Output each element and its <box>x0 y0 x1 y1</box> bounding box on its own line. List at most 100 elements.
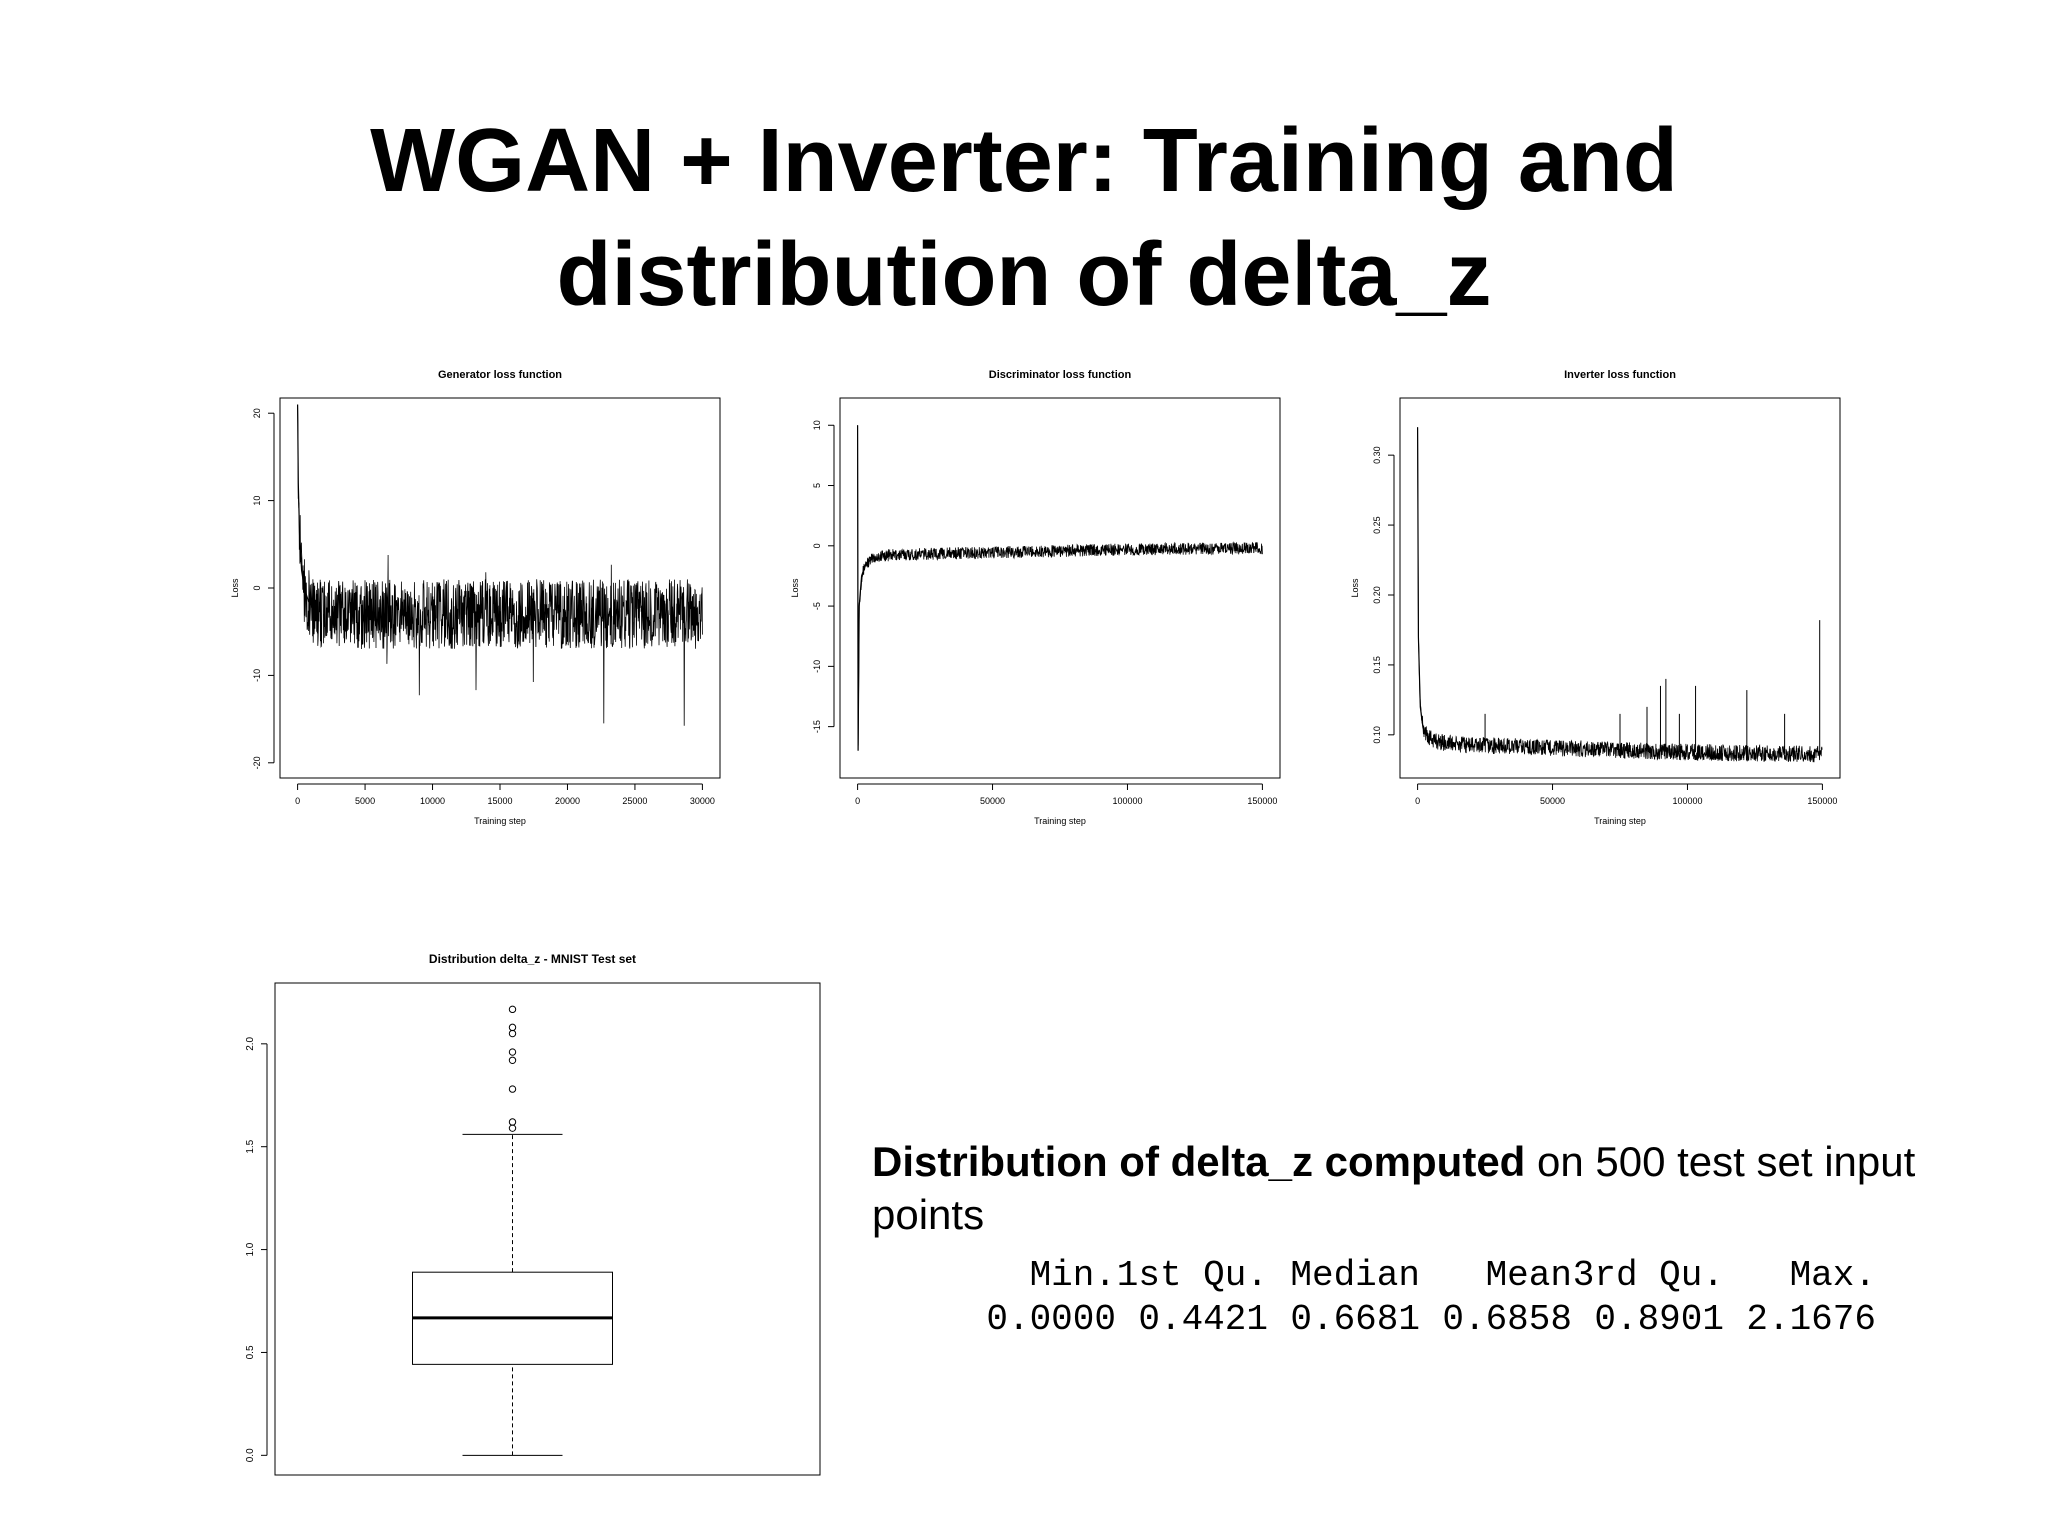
y-tick-label: 10 <box>812 420 822 430</box>
summary-header: Median <box>1290 1255 1420 1296</box>
y-tick-label: 0.25 <box>1372 516 1382 534</box>
series-line <box>297 404 703 726</box>
x-tick-label: 100000 <box>1112 796 1142 806</box>
y-tick-label: 5 <box>812 483 822 488</box>
y-tick-label: -10 <box>252 669 262 682</box>
boxplot <box>412 1005 613 1456</box>
chart-title: Distribution delta_z - MNIST Test set <box>429 952 636 966</box>
series-line <box>1417 427 1823 763</box>
outlier-point <box>508 1118 517 1126</box>
x-tick-label: 20000 <box>555 796 580 806</box>
plot-frame <box>274 982 821 1476</box>
series-line-head <box>857 425 875 751</box>
series-line-head <box>297 404 315 611</box>
y-tick-label: 2.0 <box>245 1036 256 1050</box>
chart-title: Inverter loss function <box>1564 369 1676 381</box>
x-tick-label: 0 <box>1415 796 1420 806</box>
x-tick-label: 150000 <box>1247 796 1277 806</box>
summary-value: 0.6858 <box>1442 1299 1572 1340</box>
outlier-point <box>508 1056 517 1064</box>
series-line-head <box>1417 427 1429 738</box>
summary-value: 0.8901 <box>1594 1299 1724 1340</box>
x-tick-label: 150000 <box>1807 796 1837 806</box>
summary-header: 3rd Qu. <box>1572 1255 1724 1296</box>
y-axis-label: Loss <box>230 578 240 598</box>
generator-loss-chart: Generator loss function 0 5000 10000 15000 20… <box>230 369 721 826</box>
summary-header-row: Min. 1st Qu. Median Mean 3rd Qu. Max. <box>964 1254 1876 1298</box>
x-tick-label: 25000 <box>622 796 647 806</box>
x-tick-label: 30000 <box>690 796 715 806</box>
outlier-point <box>508 1005 517 1014</box>
plot-frame <box>1399 397 1841 779</box>
outlier-point <box>508 1048 517 1056</box>
description-text: Distribution of delta_z computed on 500 … <box>872 1135 2012 1241</box>
outlier-point <box>508 1023 517 1032</box>
y-tick-label: -15 <box>812 720 822 733</box>
outlier-point <box>508 1124 517 1132</box>
y-axis: 0.10 0.15 0.20 0.25 0.30 <box>1372 446 1395 744</box>
slide-title-line-1: WGAN + Inverter: Training and <box>370 111 1678 211</box>
y-axis: 0.0 0.5 1.0 1.5 2.0 <box>245 1036 268 1462</box>
summary-value-row: 0.0000 0.4421 0.6681 0.6858 0.8901 2.167… <box>964 1298 1876 1342</box>
series <box>1417 427 1823 763</box>
y-tick-label: 0 <box>812 543 822 548</box>
x-tick-label: 50000 <box>980 796 1005 806</box>
y-tick-label: 0.15 <box>1372 656 1382 674</box>
y-axis: -20 -10 0 10 20 <box>252 408 275 769</box>
y-axis: -15 -10 -5 0 5 10 <box>812 420 835 733</box>
summary-header: Max. <box>1789 1255 1876 1296</box>
series <box>857 425 1263 751</box>
plot-frame <box>839 397 1281 779</box>
y-axis-label: Loss <box>1350 578 1360 598</box>
x-tick-label: 50000 <box>1540 796 1565 806</box>
series <box>297 404 703 726</box>
plot-frame <box>279 397 721 779</box>
summary-value: 0.6681 <box>1290 1299 1420 1340</box>
y-tick-label: -10 <box>812 660 822 673</box>
chart-title: Generator loss function <box>438 369 562 381</box>
summary-value: 2.1676 <box>1746 1299 1876 1340</box>
x-axis-label: Training step <box>1594 816 1646 826</box>
series-line <box>857 425 1263 746</box>
x-tick-label: 0 <box>295 796 300 806</box>
inverter-loss-chart: Inverter loss function 0 50000 100000 150000… <box>1350 369 1841 826</box>
y-tick-label: 0.20 <box>1372 586 1382 604</box>
summary-header: 1st Qu. <box>1116 1255 1268 1296</box>
y-tick-label: 1.5 <box>245 1139 256 1153</box>
summary-header: Mean <box>1485 1255 1572 1296</box>
x-axis-label: Training step <box>474 816 526 826</box>
y-tick-label: 0.5 <box>245 1345 256 1359</box>
y-tick-label: 20 <box>252 408 262 418</box>
x-axis: 0 50000 100000 150000 <box>1415 783 1837 806</box>
description-bold: Distribution of delta_z computed <box>872 1138 1526 1185</box>
y-tick-label: -20 <box>252 756 262 769</box>
y-tick-label: 0.0 <box>245 1448 256 1462</box>
outlier-point <box>508 1085 517 1093</box>
chart-title: Discriminator loss function <box>989 369 1132 381</box>
y-tick-label: 1.0 <box>245 1242 256 1256</box>
discriminator-loss-chart: Discriminator loss function 0 50000 100000 1… <box>790 369 1281 826</box>
outlier-point <box>508 1029 517 1038</box>
x-tick-label: 10000 <box>420 796 445 806</box>
summary-header: Min. <box>1029 1255 1116 1296</box>
x-tick-label: 100000 <box>1672 796 1702 806</box>
slide-title: WGAN + Inverter: Training and distributi… <box>0 104 2048 332</box>
delta-z-boxplot: Distribution delta_z - MNIST Test set 0.0… <box>245 952 821 1476</box>
x-axis-label: Training step <box>1034 816 1086 826</box>
summary-value: 0.0000 <box>986 1299 1116 1340</box>
x-axis: 0 5000 10000 15000 20000 25000 30000 <box>295 783 715 806</box>
y-tick-label: 0.10 <box>1372 726 1382 744</box>
summary-value: 0.4421 <box>1138 1299 1268 1340</box>
y-tick-label: -5 <box>812 602 822 610</box>
y-axis-label: Loss <box>790 578 800 598</box>
x-tick-label: 5000 <box>355 796 375 806</box>
x-axis: 0 50000 100000 150000 <box>855 783 1277 806</box>
summary-table: Min. 1st Qu. Median Mean 3rd Qu. Max. 0.… <box>964 1254 1876 1342</box>
y-tick-label: 0.30 <box>1372 446 1382 464</box>
description-rest: on 500 test set input points <box>872 1138 1916 1238</box>
y-tick-label: 10 <box>252 496 262 506</box>
y-tick-label: 0 <box>252 585 262 590</box>
x-tick-label: 0 <box>855 796 860 806</box>
x-tick-label: 15000 <box>487 796 512 806</box>
slide-title-line-2: distribution of delta_z <box>556 225 1492 325</box>
